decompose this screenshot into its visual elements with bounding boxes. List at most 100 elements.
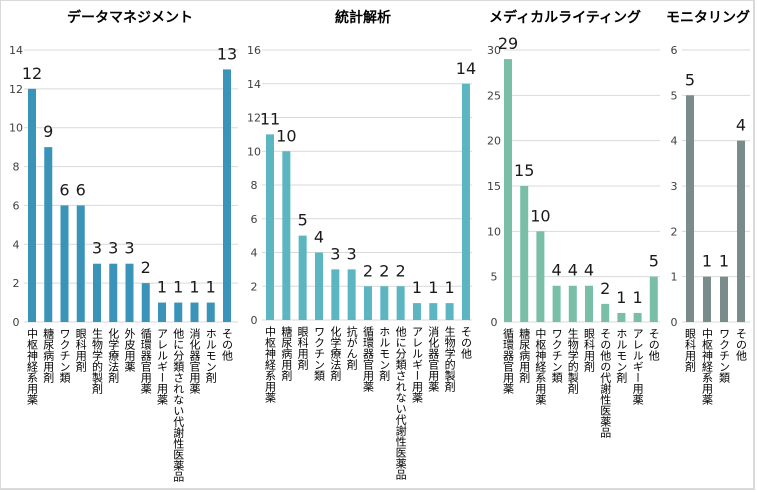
x-category-label: その他 — [735, 328, 748, 361]
bar — [282, 151, 291, 320]
x-category-label: 消化器官用薬 — [427, 325, 440, 392]
bar — [28, 88, 36, 322]
bar — [461, 83, 470, 320]
y-tick-label: 5 — [491, 271, 498, 284]
x-category-label: 眼科用剤 — [583, 328, 596, 373]
bar — [429, 303, 438, 320]
bar — [396, 286, 405, 320]
x-category-label: 循環器官用薬 — [502, 328, 515, 394]
data-label: 1 — [173, 278, 183, 297]
bar — [44, 147, 53, 322]
y-tick-label: 8 — [251, 179, 258, 192]
data-label: 1 — [206, 278, 216, 297]
x-category-label: 化学療法剤 — [107, 327, 120, 384]
bar — [601, 303, 610, 322]
y-tick-label: 2 — [671, 225, 678, 238]
bar — [737, 140, 745, 322]
data-label: 2 — [379, 261, 389, 280]
x-category-label: 眼科用剤 — [684, 328, 697, 373]
data-label: 14 — [456, 59, 476, 78]
data-label: 2 — [600, 279, 610, 298]
data-label: 6 — [76, 180, 86, 199]
y-tick-label: 4 — [13, 238, 20, 251]
chart-title: モニタリング — [666, 9, 750, 26]
data-label: 6 — [59, 180, 69, 199]
data-label: 3 — [347, 244, 357, 263]
x-category-label: アレルギー用薬 — [410, 326, 423, 403]
data-label: 1 — [616, 288, 626, 307]
x-category-label: ワクチン類 — [550, 328, 563, 384]
bar — [109, 263, 118, 322]
x-category-label: その他 — [459, 326, 472, 359]
y-tick-label: 1 — [671, 271, 678, 284]
y-tick-label: 6 — [251, 213, 258, 226]
data-label: 1 — [633, 288, 643, 307]
data-label: 10 — [530, 206, 550, 225]
y-tick-label: 0 — [671, 316, 678, 329]
data-label: 15 — [514, 161, 534, 180]
bar — [60, 205, 69, 322]
x-category-label: 中枢神経系用薬 — [701, 328, 714, 405]
y-tick-label: 0 — [491, 316, 498, 329]
data-label: 3 — [92, 239, 102, 258]
x-category-label: 糖尿病用剤 — [518, 327, 531, 384]
y-tick-label: 15 — [487, 180, 501, 193]
bar — [314, 252, 323, 320]
bar — [552, 285, 561, 322]
bar — [504, 59, 512, 323]
bar — [141, 283, 150, 322]
bar — [412, 303, 421, 320]
bar — [649, 276, 658, 322]
x-category-label: アレルギー用薬 — [156, 328, 169, 405]
data-label: 3 — [330, 244, 340, 263]
y-tick-label: 2 — [251, 280, 258, 293]
y-tick-label: 4 — [671, 135, 678, 148]
x-category-label: ワクチン類 — [718, 328, 731, 384]
chart-title: 統計解析 — [335, 9, 391, 26]
x-category-label: 生物学的製剤 — [566, 327, 579, 395]
y-tick-label: 10 — [247, 145, 261, 158]
x-category-label: ホルモン剤 — [378, 326, 391, 382]
y-tick-label: 0 — [251, 314, 258, 327]
y-tick-label: 14 — [9, 44, 23, 57]
bar — [720, 276, 728, 322]
data-label: 4 — [584, 261, 594, 280]
bar — [125, 263, 134, 322]
x-category-label: アレルギー用薬 — [631, 328, 644, 405]
y-tick-label: 12 — [247, 112, 261, 125]
data-label: 4 — [552, 261, 562, 280]
data-label: 1 — [157, 278, 167, 297]
data-label: 1 — [445, 278, 455, 297]
bar — [190, 302, 199, 322]
x-category-label: 他に分類されない代謝性医薬品 — [172, 328, 185, 482]
data-label: 1 — [189, 278, 199, 297]
bar — [76, 205, 85, 322]
y-tick-label: 25 — [487, 89, 501, 102]
data-label: 12 — [22, 64, 42, 83]
bar — [633, 312, 642, 322]
x-category-label: ホルモン剤 — [204, 328, 217, 384]
x-category-label: 抗がん剤 — [345, 325, 358, 371]
x-category-label: 糖尿病用剤 — [42, 327, 55, 384]
bar — [686, 95, 694, 322]
data-label: 2 — [141, 258, 151, 277]
bar — [347, 269, 356, 320]
x-category-label: 他に分類されない代謝性医薬品 — [394, 326, 407, 480]
bar — [380, 286, 389, 320]
y-tick-label: 12 — [9, 83, 23, 96]
x-category-label: 生物学的製剤 — [443, 325, 456, 393]
data-label: 5 — [649, 252, 659, 271]
y-tick-label: 5 — [671, 89, 678, 102]
x-category-label: 消化器官用薬 — [188, 327, 201, 394]
x-category-label: 眼科用剤 — [74, 328, 87, 373]
x-category-label: 化学療法剤 — [329, 325, 342, 382]
x-category-label: 生物学的製剤 — [91, 327, 104, 395]
bar — [585, 285, 593, 322]
data-label: 4 — [736, 116, 746, 135]
data-label: 13 — [217, 44, 237, 63]
data-label: 1 — [702, 252, 712, 271]
x-category-label: 中枢神経系用薬 — [26, 328, 39, 405]
data-label: 9 — [43, 122, 53, 141]
y-tick-label: 6 — [13, 199, 20, 212]
